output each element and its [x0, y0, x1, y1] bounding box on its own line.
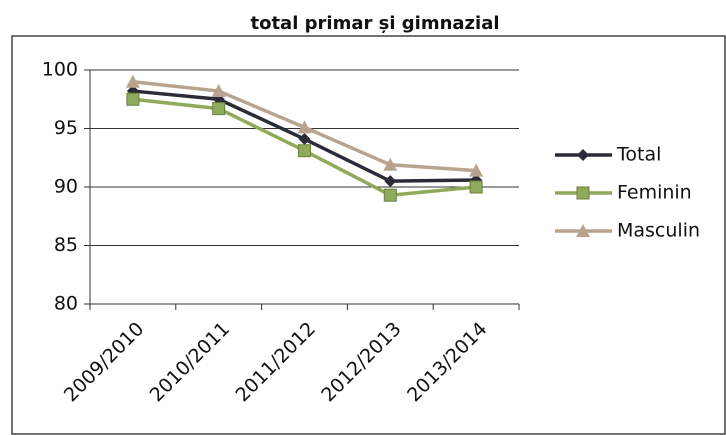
marker — [576, 224, 590, 237]
marker — [383, 188, 397, 202]
marker — [126, 92, 140, 106]
marker — [576, 186, 590, 200]
marker — [384, 175, 397, 188]
y-tick-label: 90 — [54, 176, 78, 198]
marker — [125, 74, 140, 88]
marker — [212, 102, 226, 116]
marker — [298, 133, 311, 146]
marker — [298, 144, 311, 158]
x-tick-label: 2010/2011 — [146, 318, 234, 406]
chart-title: total primar și gimnazial — [250, 13, 499, 34]
legend-label: Masculin — [617, 220, 700, 242]
marker — [469, 163, 484, 177]
x-tick-label: 2011/2012 — [231, 318, 319, 406]
x-tick-label: 2013/2014 — [403, 318, 491, 406]
x-tick-label: 2012/2013 — [317, 318, 405, 406]
legend-label: Total — [616, 144, 661, 166]
y-tick-label: 100 — [42, 59, 78, 81]
y-tick-label: 85 — [54, 234, 78, 256]
marker — [469, 180, 483, 194]
marker — [383, 157, 398, 171]
legend-label: Feminin — [617, 182, 692, 204]
marker — [297, 120, 312, 134]
y-tick-label: 80 — [54, 293, 78, 315]
chart-border — [11, 35, 726, 435]
x-tick-label: 2009/2010 — [60, 318, 148, 406]
y-tick-label: 95 — [54, 117, 78, 139]
marker — [211, 84, 226, 98]
marker — [577, 149, 589, 161]
